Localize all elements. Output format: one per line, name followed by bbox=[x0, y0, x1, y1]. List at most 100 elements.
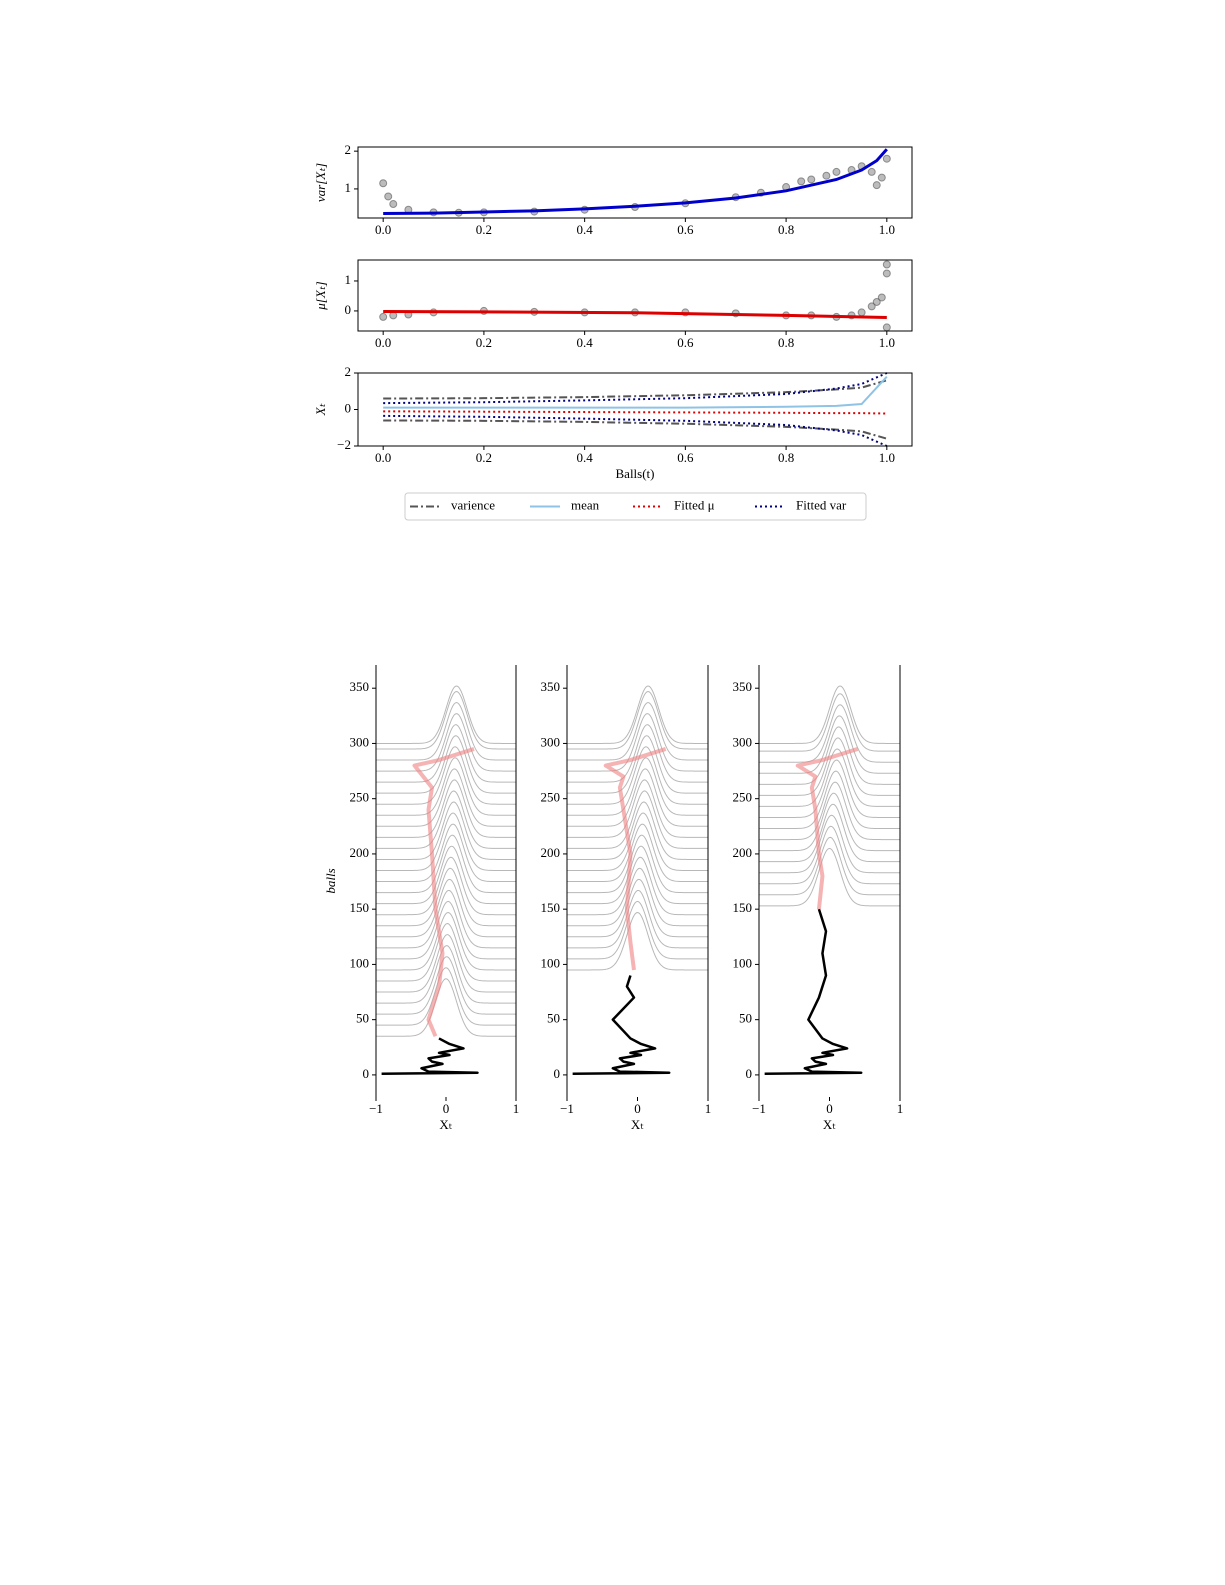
legend-label: Fitted var bbox=[796, 497, 847, 512]
ridge-curve bbox=[376, 856, 516, 916]
ridge-curve bbox=[759, 781, 900, 841]
y-tick-label: 200 bbox=[541, 845, 561, 860]
plot-area bbox=[759, 685, 900, 1076]
ridge-curve bbox=[376, 713, 516, 772]
ridge-curve bbox=[759, 748, 900, 807]
ridge-curve bbox=[759, 693, 900, 752]
ridge-curve bbox=[567, 746, 708, 805]
ridge-curve bbox=[376, 801, 516, 860]
ridge-curve bbox=[376, 978, 516, 1037]
plot-area bbox=[567, 685, 708, 1076]
scatter-point bbox=[882, 269, 891, 278]
ridge-curve bbox=[567, 724, 708, 783]
scatter-point bbox=[807, 175, 816, 184]
ridge-curve bbox=[376, 945, 516, 1004]
ridge-curve bbox=[567, 889, 708, 949]
ridge-curve bbox=[567, 685, 708, 744]
y-tick-label: 50 bbox=[356, 1011, 369, 1026]
ridge-curve bbox=[759, 704, 900, 763]
axes-frame bbox=[357, 259, 913, 332]
ridge-curve bbox=[376, 900, 516, 960]
series-line bbox=[383, 410, 887, 415]
x-tick-label: 0.0 bbox=[375, 335, 391, 350]
y-tick-label: 100 bbox=[733, 955, 753, 970]
ridge-curve bbox=[567, 801, 708, 860]
ridge-curve bbox=[759, 737, 900, 796]
ridge-curve bbox=[567, 845, 708, 905]
chart-panel: −1 0 1 0 50 100 150 200 250 300 350 Xₜ bbox=[541, 665, 711, 1132]
y-tick-label: 250 bbox=[350, 790, 370, 805]
y-tick-label: 0 bbox=[345, 400, 352, 415]
ridge-curve bbox=[567, 834, 708, 894]
x-tick-label: 0 bbox=[826, 1101, 833, 1116]
y-tick-label: 200 bbox=[350, 845, 370, 860]
series-line bbox=[383, 379, 888, 400]
scatter-point bbox=[379, 179, 388, 188]
observed-path bbox=[572, 975, 671, 1076]
scatter-point bbox=[882, 323, 891, 332]
y-tick-label: 0 bbox=[345, 302, 352, 317]
x-axis-label: Xₜ bbox=[439, 1117, 452, 1132]
x-tick-label: −1 bbox=[369, 1101, 383, 1116]
x-tick-label: 0.2 bbox=[476, 222, 492, 237]
y-tick-label: 300 bbox=[733, 734, 753, 749]
chart-panel: −1 0 1 0 50 100 150 200 250 300 350 balls Xₜ bbox=[323, 665, 519, 1132]
ridge-curve bbox=[376, 911, 516, 971]
ridge-curve bbox=[567, 856, 708, 916]
x-tick-label: 0.6 bbox=[677, 222, 694, 237]
y-tick-label: 250 bbox=[541, 790, 561, 805]
legend-label: varience bbox=[451, 497, 495, 512]
scatter-point bbox=[384, 192, 393, 201]
ridge-curve bbox=[376, 967, 516, 1026]
ridge-curve bbox=[759, 792, 900, 852]
y-tick-label: 1 bbox=[345, 180, 352, 195]
axes-frame bbox=[357, 146, 913, 219]
y-axis-label: var[Xₜ] bbox=[313, 163, 328, 202]
plot-area bbox=[376, 685, 516, 1076]
y-tick-label: 200 bbox=[733, 845, 753, 860]
ridge-curve bbox=[376, 889, 516, 949]
x-tick-label: 1 bbox=[513, 1101, 520, 1116]
scatter-point bbox=[872, 297, 881, 306]
observed-path bbox=[764, 908, 863, 1076]
scatter-point bbox=[877, 173, 886, 182]
y-tick-label: 2 bbox=[345, 142, 352, 157]
x-tick-label: 0.8 bbox=[778, 222, 794, 237]
y-tick-label: 300 bbox=[541, 734, 561, 749]
series-line bbox=[383, 419, 888, 440]
series-line bbox=[383, 148, 888, 215]
series-line bbox=[383, 375, 888, 409]
observed-path bbox=[381, 1037, 479, 1076]
scatter-point bbox=[822, 171, 831, 180]
ridge-curve bbox=[376, 779, 516, 838]
ridge-curve bbox=[376, 768, 516, 827]
y-tick-label: 100 bbox=[350, 955, 370, 970]
x-tick-label: 0 bbox=[443, 1101, 450, 1116]
y-tick-label: 250 bbox=[733, 790, 753, 805]
ridge-curve bbox=[759, 770, 900, 830]
plot-area bbox=[379, 260, 891, 332]
ridge-curve bbox=[376, 834, 516, 894]
ridge-curve bbox=[759, 726, 900, 785]
filtered-path bbox=[603, 747, 667, 971]
chart-panel: 0.0 0.2 0.4 0.6 0.8 1.0 −2 0 2 Xₜ Balls(t) varience… bbox=[313, 364, 913, 521]
x-tick-label: −1 bbox=[560, 1101, 574, 1116]
ridge-curve bbox=[759, 685, 900, 744]
ridge-curve bbox=[376, 867, 516, 927]
x-tick-label: 0.4 bbox=[577, 222, 594, 237]
ridge-curve bbox=[567, 812, 708, 872]
ridge-curve bbox=[376, 757, 516, 816]
ridge-curve bbox=[567, 911, 708, 971]
scatter-point bbox=[832, 167, 841, 176]
ridge-curve bbox=[376, 685, 516, 744]
legend-label: Fitted μ bbox=[674, 497, 715, 512]
ridge-curve bbox=[567, 757, 708, 816]
chart-panel: 0.0 0.2 0.4 0.6 0.8 1.0 1 2 var[Xₜ] bbox=[313, 142, 913, 237]
ridge-curve bbox=[759, 836, 900, 896]
ridge-curve bbox=[376, 923, 516, 982]
ridge-curve bbox=[567, 735, 708, 794]
scatter-point bbox=[872, 181, 881, 190]
y-tick-label: 1 bbox=[345, 272, 352, 287]
